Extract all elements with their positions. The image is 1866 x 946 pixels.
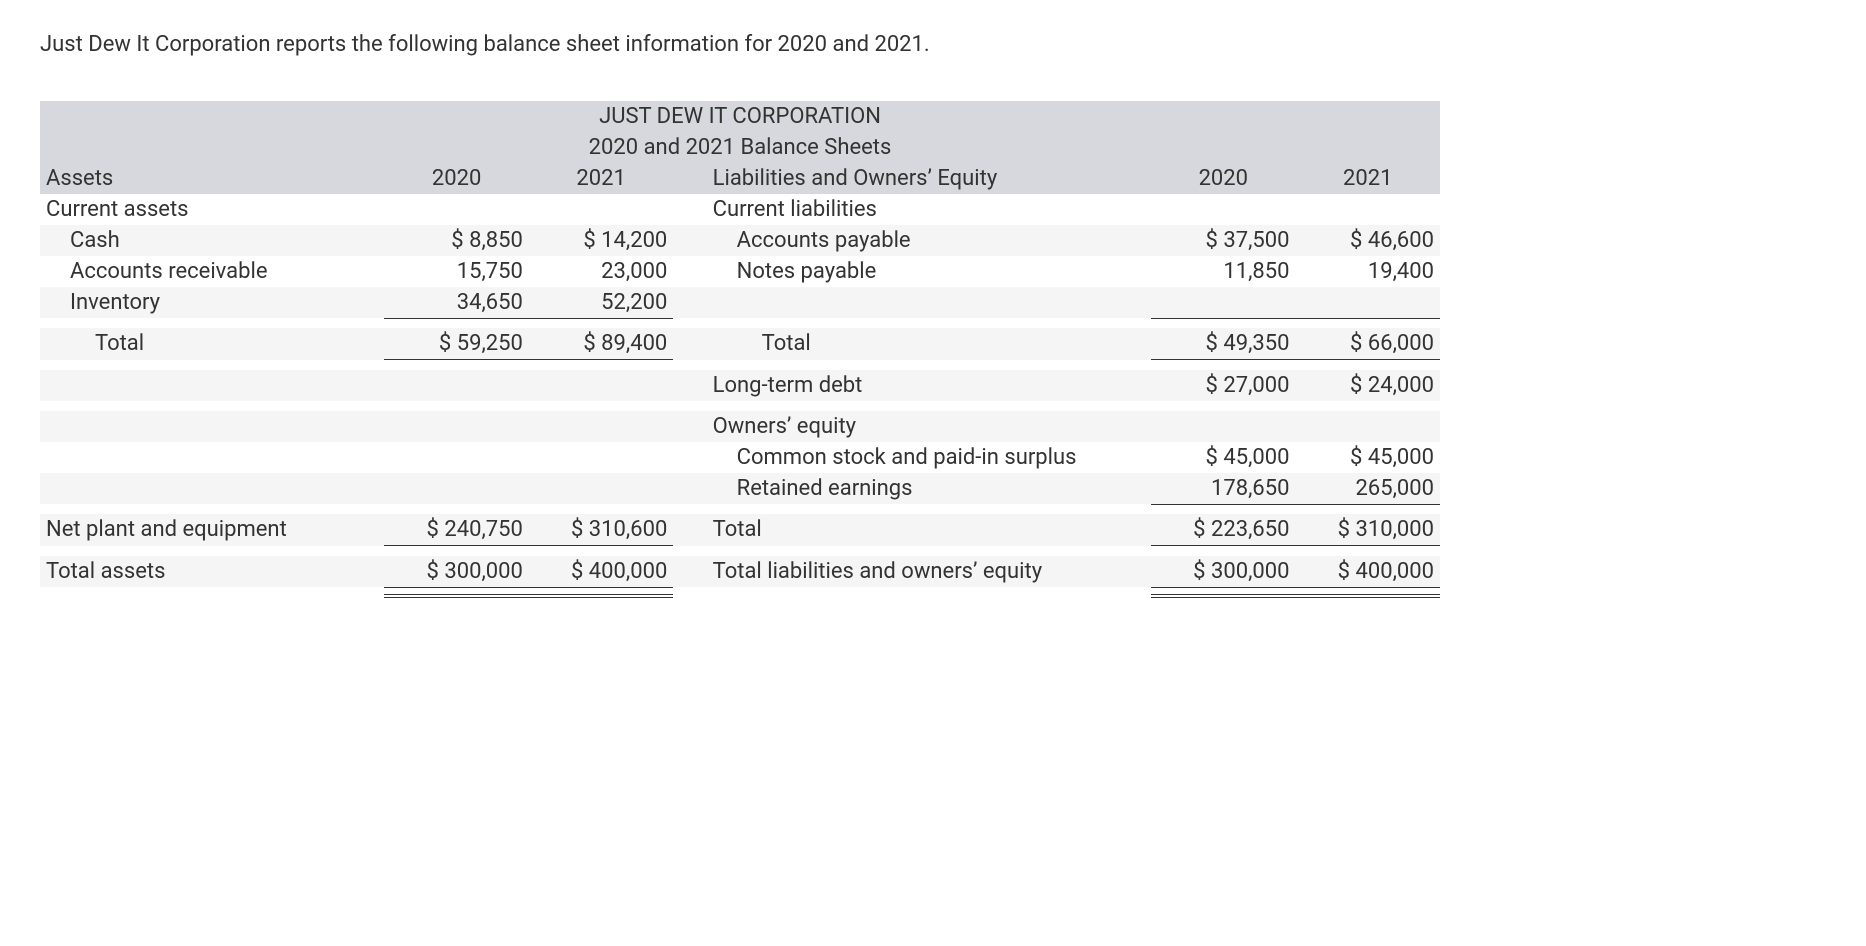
total-loe-2020: $ 300,000 xyxy=(1151,556,1295,588)
net-ppe-2020: $ 240,750 xyxy=(384,514,528,546)
total-oe-label: Total xyxy=(707,514,1151,546)
ap-label: Accounts payable xyxy=(707,225,1151,256)
cash-2020: $ 8,850 xyxy=(384,225,528,256)
inv-2020: 34,650 xyxy=(384,287,528,319)
re-2021: 265,000 xyxy=(1296,473,1440,505)
total-cl-label: Total xyxy=(707,328,1151,360)
cs-2020: $ 45,000 xyxy=(1151,442,1295,473)
inv-2021: 52,200 xyxy=(529,287,673,319)
ar-label: Accounts receivable xyxy=(40,256,384,287)
cash-label: Cash xyxy=(40,225,384,256)
total-oe-2021: $ 310,000 xyxy=(1296,514,1440,546)
cs-label: Common stock and paid-in surplus xyxy=(707,442,1151,473)
liab-header: Liabilities and Owners’ Equity xyxy=(707,163,1151,194)
re-label: Retained earnings xyxy=(707,473,1151,505)
owners-equity-label: Owners’ equity xyxy=(707,411,1151,442)
intro-text: Just Dew It Corporation reports the foll… xyxy=(40,30,1826,61)
np-2021: 19,400 xyxy=(1296,256,1440,287)
ap-2020: $ 37,500 xyxy=(1151,225,1295,256)
total-cl-2020: $ 49,350 xyxy=(1151,328,1295,360)
ap-2021: $ 46,600 xyxy=(1296,225,1440,256)
np-2020: 11,850 xyxy=(1151,256,1295,287)
assets-year2: 2021 xyxy=(529,163,673,194)
assets-year1: 2020 xyxy=(384,163,528,194)
cs-2021: $ 45,000 xyxy=(1296,442,1440,473)
total-loe-2021: $ 400,000 xyxy=(1296,556,1440,588)
total-ca-label: Total xyxy=(40,328,384,360)
total-loe-label: Total liabilities and owners’ equity xyxy=(707,556,1151,588)
cash-2021: $ 14,200 xyxy=(529,225,673,256)
balance-sheet-table: JUST DEW IT CORPORATION 2020 and 2021 Ba… xyxy=(40,101,1440,604)
ltd-2020: $ 27,000 xyxy=(1151,370,1295,401)
re-2020: 178,650 xyxy=(1151,473,1295,505)
total-assets-label: Total assets xyxy=(40,556,384,588)
liab-year1: 2020 xyxy=(1151,163,1295,194)
sheet-subtitle: 2020 and 2021 Balance Sheets xyxy=(40,132,1440,163)
net-ppe-2021: $ 310,600 xyxy=(529,514,673,546)
current-assets-label: Current assets xyxy=(40,194,384,225)
current-liab-label: Current liabilities xyxy=(707,194,1151,225)
net-ppe-label: Net plant and equipment xyxy=(40,514,384,546)
liab-year2: 2021 xyxy=(1296,163,1440,194)
total-cl-2021: $ 66,000 xyxy=(1296,328,1440,360)
ltd-2021: $ 24,000 xyxy=(1296,370,1440,401)
total-ca-2021: $ 89,400 xyxy=(529,328,673,360)
total-oe-2020: $ 223,650 xyxy=(1151,514,1295,546)
ar-2021: 23,000 xyxy=(529,256,673,287)
inv-label: Inventory xyxy=(40,287,384,319)
ar-2020: 15,750 xyxy=(384,256,528,287)
total-assets-2021: $ 400,000 xyxy=(529,556,673,588)
assets-header: Assets xyxy=(40,163,384,194)
total-ca-2020: $ 59,250 xyxy=(384,328,528,360)
ltd-label: Long-term debt xyxy=(707,370,1151,401)
company-title: JUST DEW IT CORPORATION xyxy=(40,101,1440,132)
total-assets-2020: $ 300,000 xyxy=(384,556,528,588)
np-label: Notes payable xyxy=(707,256,1151,287)
